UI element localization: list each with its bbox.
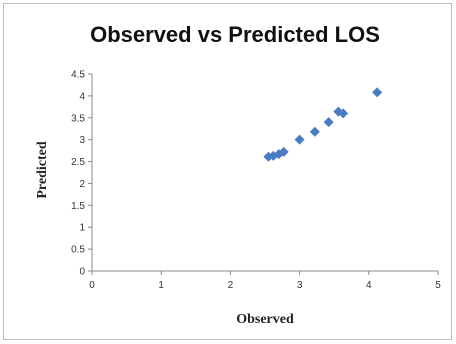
y-tick-label: 2.5 xyxy=(71,157,85,168)
chart-frame xyxy=(3,3,452,340)
x-axis-label: Observed xyxy=(236,312,294,327)
data-point xyxy=(278,146,289,157)
data-point xyxy=(294,134,305,145)
y-tick-label: 3 xyxy=(79,135,85,146)
chart-title: Observed vs Predicted LOS xyxy=(90,22,380,47)
x-tick-label: 4 xyxy=(366,280,372,291)
y-tick-label: 1 xyxy=(79,223,85,234)
data-points xyxy=(263,87,383,162)
y-tick-label: 4 xyxy=(79,91,85,102)
x-axis: 0 1 2 3 4 5 xyxy=(89,270,441,291)
data-point xyxy=(338,108,349,119)
y-axis-label: Predicted xyxy=(35,141,50,198)
x-tick-label: 0 xyxy=(89,280,95,291)
y-tick-label: 3.5 xyxy=(71,113,85,124)
y-tick-label: 0.5 xyxy=(71,245,85,256)
y-axis: 0 0.5 1 1.5 2 2.5 3 3.5 4 4.5 xyxy=(71,70,93,278)
data-point xyxy=(372,87,383,98)
data-point xyxy=(309,126,320,137)
y-tick-label: 0 xyxy=(79,267,85,278)
x-tick-label: 1 xyxy=(158,280,164,291)
data-point xyxy=(323,117,334,128)
x-tick-label: 2 xyxy=(228,280,234,291)
y-tick-label: 2 xyxy=(79,179,85,190)
x-tick-label: 3 xyxy=(297,280,303,291)
y-tick-label: 4.5 xyxy=(71,70,85,81)
x-tick-label: 5 xyxy=(435,280,441,291)
y-tick-label: 1.5 xyxy=(71,201,85,212)
